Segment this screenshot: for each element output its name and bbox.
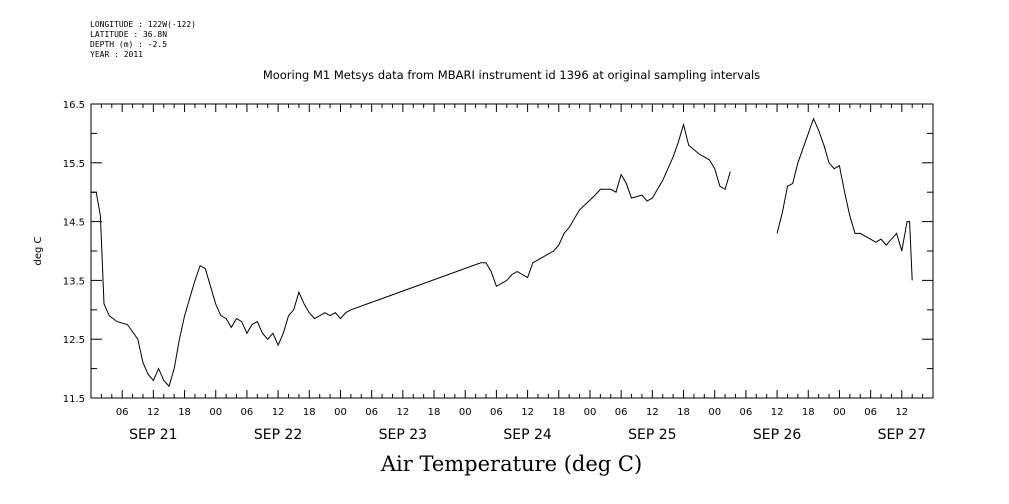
longitude-label: LONGITUDE : 122W(-122) (90, 20, 196, 29)
x-tick-label: 00 (584, 407, 597, 418)
x-tick-label: 18 (802, 407, 815, 418)
y-tick-label: 13.5 (63, 276, 85, 287)
metadata-block: LONGITUDE : 122W(-122) LATITUDE : 36.8N … (90, 20, 196, 60)
x-tick-label: 06 (241, 407, 254, 418)
x-date-label: SEP 25 (628, 427, 676, 443)
x-tick-label: 18 (178, 407, 191, 418)
x-tick-label: 06 (864, 407, 877, 418)
x-tick-label: 12 (771, 407, 784, 418)
x-tick-label: 18 (303, 407, 316, 418)
latitude-label: LATITUDE : 36.8N (90, 30, 168, 39)
x-tick-label: 12 (646, 407, 659, 418)
x-tick-label: 00 (833, 407, 846, 418)
x-tick-label: 06 (365, 407, 378, 418)
x-date-label: SEP 26 (753, 427, 802, 443)
x-date-label: SEP 22 (254, 427, 302, 443)
x-tick-label: 12 (895, 407, 908, 418)
x-date-label: SEP 21 (129, 427, 177, 443)
depth-label: DEPTH (m) : -2.5 (90, 40, 168, 49)
series-line (776, 117, 913, 281)
x-tick-label: 06 (615, 407, 628, 418)
x-tick-label: 00 (459, 407, 472, 418)
chart-title: Mooring M1 Metsys data from MBARI instru… (262, 68, 761, 82)
x-tick-label: 06 (740, 407, 753, 418)
x-tick-label: 12 (521, 407, 534, 418)
x-tick-label: 00 (708, 407, 721, 418)
plot-frame (90, 103, 934, 399)
x-date-label: SEP 23 (379, 427, 427, 443)
x-axis-title: Air Temperature (deg C) (380, 452, 643, 476)
x-tick-label: 18 (677, 407, 690, 418)
y-tick-label: 16.5 (63, 100, 85, 111)
series-line (91, 122, 731, 388)
y-tick-label: 11.5 (63, 394, 85, 405)
y-tick-label: 15.5 (63, 159, 85, 170)
year-label: YEAR : 2011 (90, 50, 143, 59)
y-axis-label: deg C (33, 236, 44, 265)
x-date-label: SEP 27 (878, 427, 926, 443)
x-tick-label: 06 (490, 407, 503, 418)
x-tick-label: 12 (396, 407, 409, 418)
y-tick-label: 14.5 (63, 218, 85, 229)
x-tick-label: 06 (116, 407, 129, 418)
y-tick-label: 12.5 (63, 335, 85, 346)
x-date-label: SEP 24 (503, 427, 552, 443)
x-tick-label: 18 (552, 407, 565, 418)
x-tick-label: 12 (272, 407, 285, 418)
x-tick-label: 18 (428, 407, 441, 418)
x-tick-label: 12 (147, 407, 160, 418)
x-tick-label: 00 (209, 407, 222, 418)
x-tick-label: 00 (334, 407, 347, 418)
